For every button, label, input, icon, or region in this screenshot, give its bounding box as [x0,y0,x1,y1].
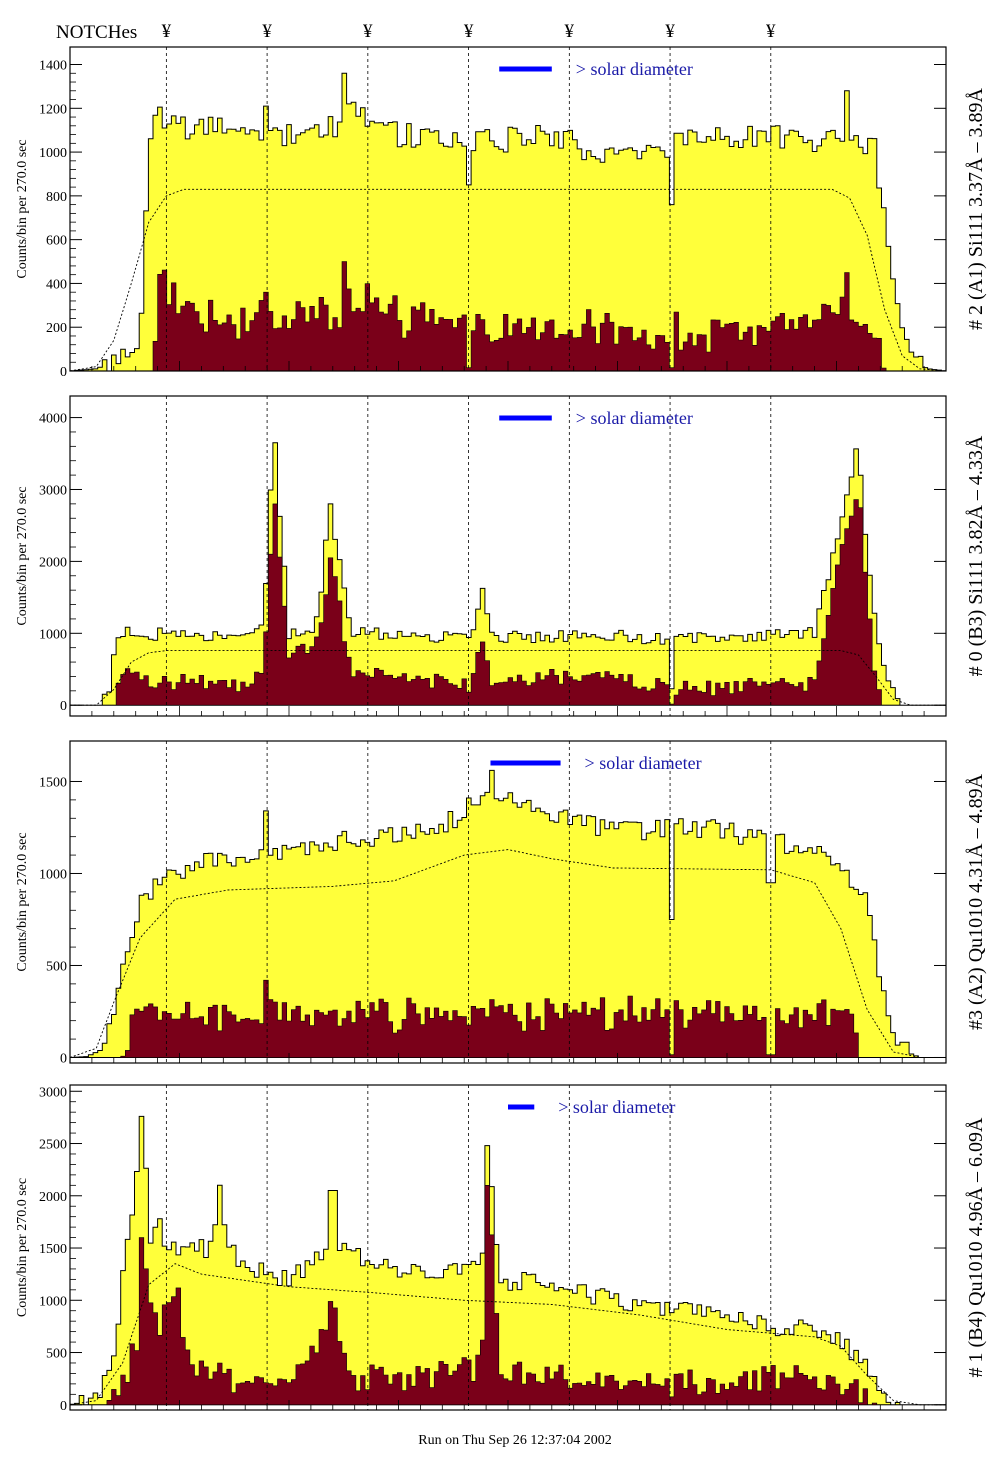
histogram-panel: 0 500 1000 1500 2000 2500 3000 Counts/bin per 2… [15,1084,987,1414]
subtracted-counts-series [70,979,946,1058]
notch-marker: ¥ [766,21,776,42]
total-counts-series [70,1115,946,1406]
y-tick-label: 0 [60,1051,67,1066]
notch-marker: ¥ [262,21,272,42]
model-curve [70,650,946,706]
y-tick-label: 600 [46,234,67,249]
notch-marker: ¥ [464,21,474,42]
plot-area [70,1085,946,1410]
y-axis-label: Counts/bin per 270.0 sec [15,832,30,971]
solar-diameter-annotation: > solar diameter [576,408,693,428]
y-tick-label: 200 [46,321,67,336]
plot-area [70,741,946,1063]
panel-title: #3 (A2) Qu1010 4.31Å – 4.89Å [965,773,987,1030]
y-tick-label: 3000 [39,1085,67,1100]
y-axis-label: Counts/bin per 270.0 sec [15,1178,30,1317]
y-tick-label: 1500 [39,775,67,790]
y-tick-label: 800 [46,190,67,205]
solar-diameter-annotation: > solar diameter [585,753,702,773]
model-curve [70,849,946,1058]
y-tick-label: 500 [46,1347,67,1362]
y-axis-label: Counts/bin per 270.0 sec [15,486,30,625]
y-tick-label: 0 [60,1399,67,1414]
y-tick-label: 4000 [39,412,67,427]
y-tick-label: 3000 [39,483,67,498]
plot-area [70,47,946,371]
model-curve [70,1263,946,1406]
panel-title: # 2 (A1) Si111 3.37Å – 3.89Å [965,88,987,330]
subtracted-counts-series [70,261,946,371]
notch-marker: ¥ [565,21,575,42]
notches-label: NOTCHes [56,22,137,43]
total-counts-series [70,769,946,1058]
y-tick-label: 2000 [39,555,67,570]
notch-marker: ¥ [363,21,373,42]
total-counts-series [70,442,946,706]
y-tick-label: 500 [46,959,67,974]
histogram-panel: 0 1000 2000 3000 4000 Counts/bin per 270.0 se… [15,395,987,717]
total-counts-series [70,72,946,371]
y-tick-label: 0 [60,699,67,714]
y-tick-label: 1400 [39,59,67,74]
histogram-panel: 0 200 400 600 800 1000 1200 1400 Counts/bin per … [15,46,987,380]
histogram-panel: 0 500 1000 1500 Counts/bin per 270.0 sec #3 (… [15,740,987,1066]
y-tick-label: 0 [60,365,67,380]
y-tick-label: 1000 [39,627,67,642]
panel-title: # 0 (B3) Si111 3.82Å – 4.33Å [965,435,987,676]
y-tick-label: 400 [46,277,67,292]
y-tick-label: 1500 [39,1242,67,1257]
notch-marker: ¥ [162,21,172,42]
y-tick-label: 2500 [39,1138,67,1153]
subtracted-counts-series [70,499,946,706]
solar-diameter-annotation: > solar diameter [558,1097,675,1117]
solar-diameter-annotation: > solar diameter [576,59,693,79]
panel-title: # 1 (B4) Qu1010 4.96Å – 6.09Å [965,1117,987,1378]
y-axis-label: Counts/bin per 270.0 sec [15,139,30,278]
y-tick-label: 1200 [39,102,67,117]
notch-marker: ¥ [665,21,675,42]
subtracted-counts-series [70,1185,946,1406]
y-tick-label: 1000 [39,867,67,882]
run-stamp: Run on Thu Sep 26 12:37:04 2002 [418,1433,611,1448]
plot-area [70,396,946,716]
y-tick-label: 2000 [39,1190,67,1205]
notch-marks: ¥ ¥ ¥ ¥ ¥ ¥ ¥ [162,21,776,42]
panels: 0 200 400 600 800 1000 1200 1400 Counts/bin per … [15,46,987,1414]
y-tick-label: 1000 [39,1294,67,1309]
y-tick-label: 1000 [39,146,67,161]
